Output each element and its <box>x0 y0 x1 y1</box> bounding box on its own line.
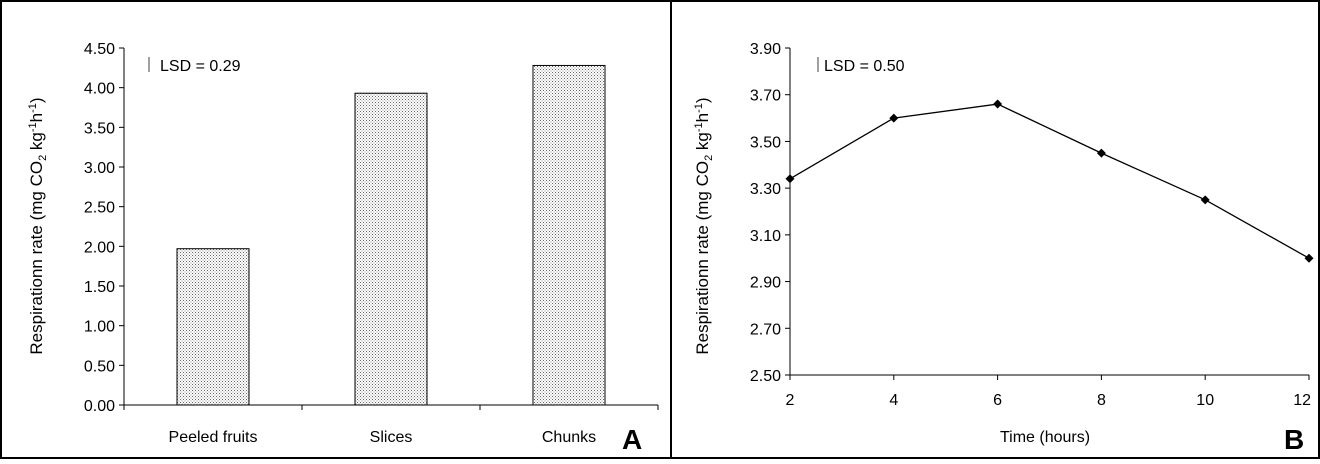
panel-a-label: A <box>622 424 642 455</box>
panel-b-data-point <box>785 174 795 184</box>
panel-a-y-axis-label: Respirationn rate (mg CO2 kg-1h-1) <box>27 97 49 354</box>
panel-b-data-point <box>889 113 899 123</box>
panel-b-y-tick-label: 3.30 <box>750 181 781 198</box>
panel-b-x-axis-label: Time (hours) <box>1000 429 1090 446</box>
panel-b-x-tick-label: 6 <box>993 392 1002 409</box>
panel-b-y-tick-label: 3.90 <box>750 41 781 58</box>
panel-b-series-line <box>789 103 1310 259</box>
panel-a-y-tick-label: 3.50 <box>84 120 115 137</box>
panel-b-x-tick-label: 8 <box>1097 392 1106 409</box>
panel-b-data-point <box>1304 253 1314 263</box>
panel-a-lsd-annotation: LSD = 0.29 <box>160 58 241 75</box>
panel-b-data-point <box>993 99 1003 109</box>
panel-b-y-tick-label: 2.90 <box>750 275 781 292</box>
panel-a-y-tick-label: 2.00 <box>84 239 115 256</box>
panel-a-category-label: Chunks <box>542 429 596 446</box>
panel-b-x-tick-label: 10 <box>1196 392 1214 409</box>
panel-a-y-tick-label: 3.00 <box>84 160 115 177</box>
panel-a-category-label: Peeled fruits <box>169 429 258 446</box>
panel-a-bar-peeled-fruits <box>176 248 250 406</box>
panel-b-y-tick-label: 3.50 <box>750 134 781 151</box>
panel-b: 2.50 2.70 2.90 3.10 3.30 3.50 3.70 3.90 2 4 6 8 10 1… <box>693 41 1314 455</box>
panel-b-y-tick-label: 2.50 <box>750 368 781 385</box>
panel-b-label: B <box>1284 424 1304 455</box>
panel-a-y-tick-label: 1.00 <box>84 319 115 336</box>
panel-b-y-tick-label: 3.70 <box>750 88 781 105</box>
panel-b-y-axis-label: Respirationn rate (mg CO2 kg-1h-1) <box>693 97 715 354</box>
panel-b-x-tick-label: 4 <box>889 392 898 409</box>
panel-a-y-tick-label: 4.50 <box>84 41 115 58</box>
panel-b-x-tick-label: 2 <box>786 392 795 409</box>
panel-a-y-tick-label: 0.50 <box>84 358 115 375</box>
panel-b-lsd-annotation: LSD = 0.50 <box>824 58 905 75</box>
panel-a-y-tick-label: 2.50 <box>84 200 115 217</box>
panel-b-data-point <box>1096 148 1106 158</box>
panel-a-bar-chunks <box>532 64 606 406</box>
panel-a-category-label: Slices <box>370 429 413 446</box>
panel-b-y-tick-label: 3.10 <box>750 228 781 245</box>
panel-a-bar-slices <box>354 92 428 406</box>
panel-b-y-tick-label: 2.70 <box>750 321 781 338</box>
panel-a-y-tick-label: 4.00 <box>84 81 115 98</box>
panel-b-x-tick-label: 12 <box>1293 392 1311 409</box>
panel-a: 0.00 0.50 1.00 1.50 2.00 2.50 3.00 3.50 4.00 4.50… <box>27 41 659 455</box>
panel-a-y-tick-label: 0.00 <box>84 398 115 415</box>
panel-b-data-point <box>1200 195 1210 205</box>
panel-a-y-tick-label: 1.50 <box>84 279 115 296</box>
